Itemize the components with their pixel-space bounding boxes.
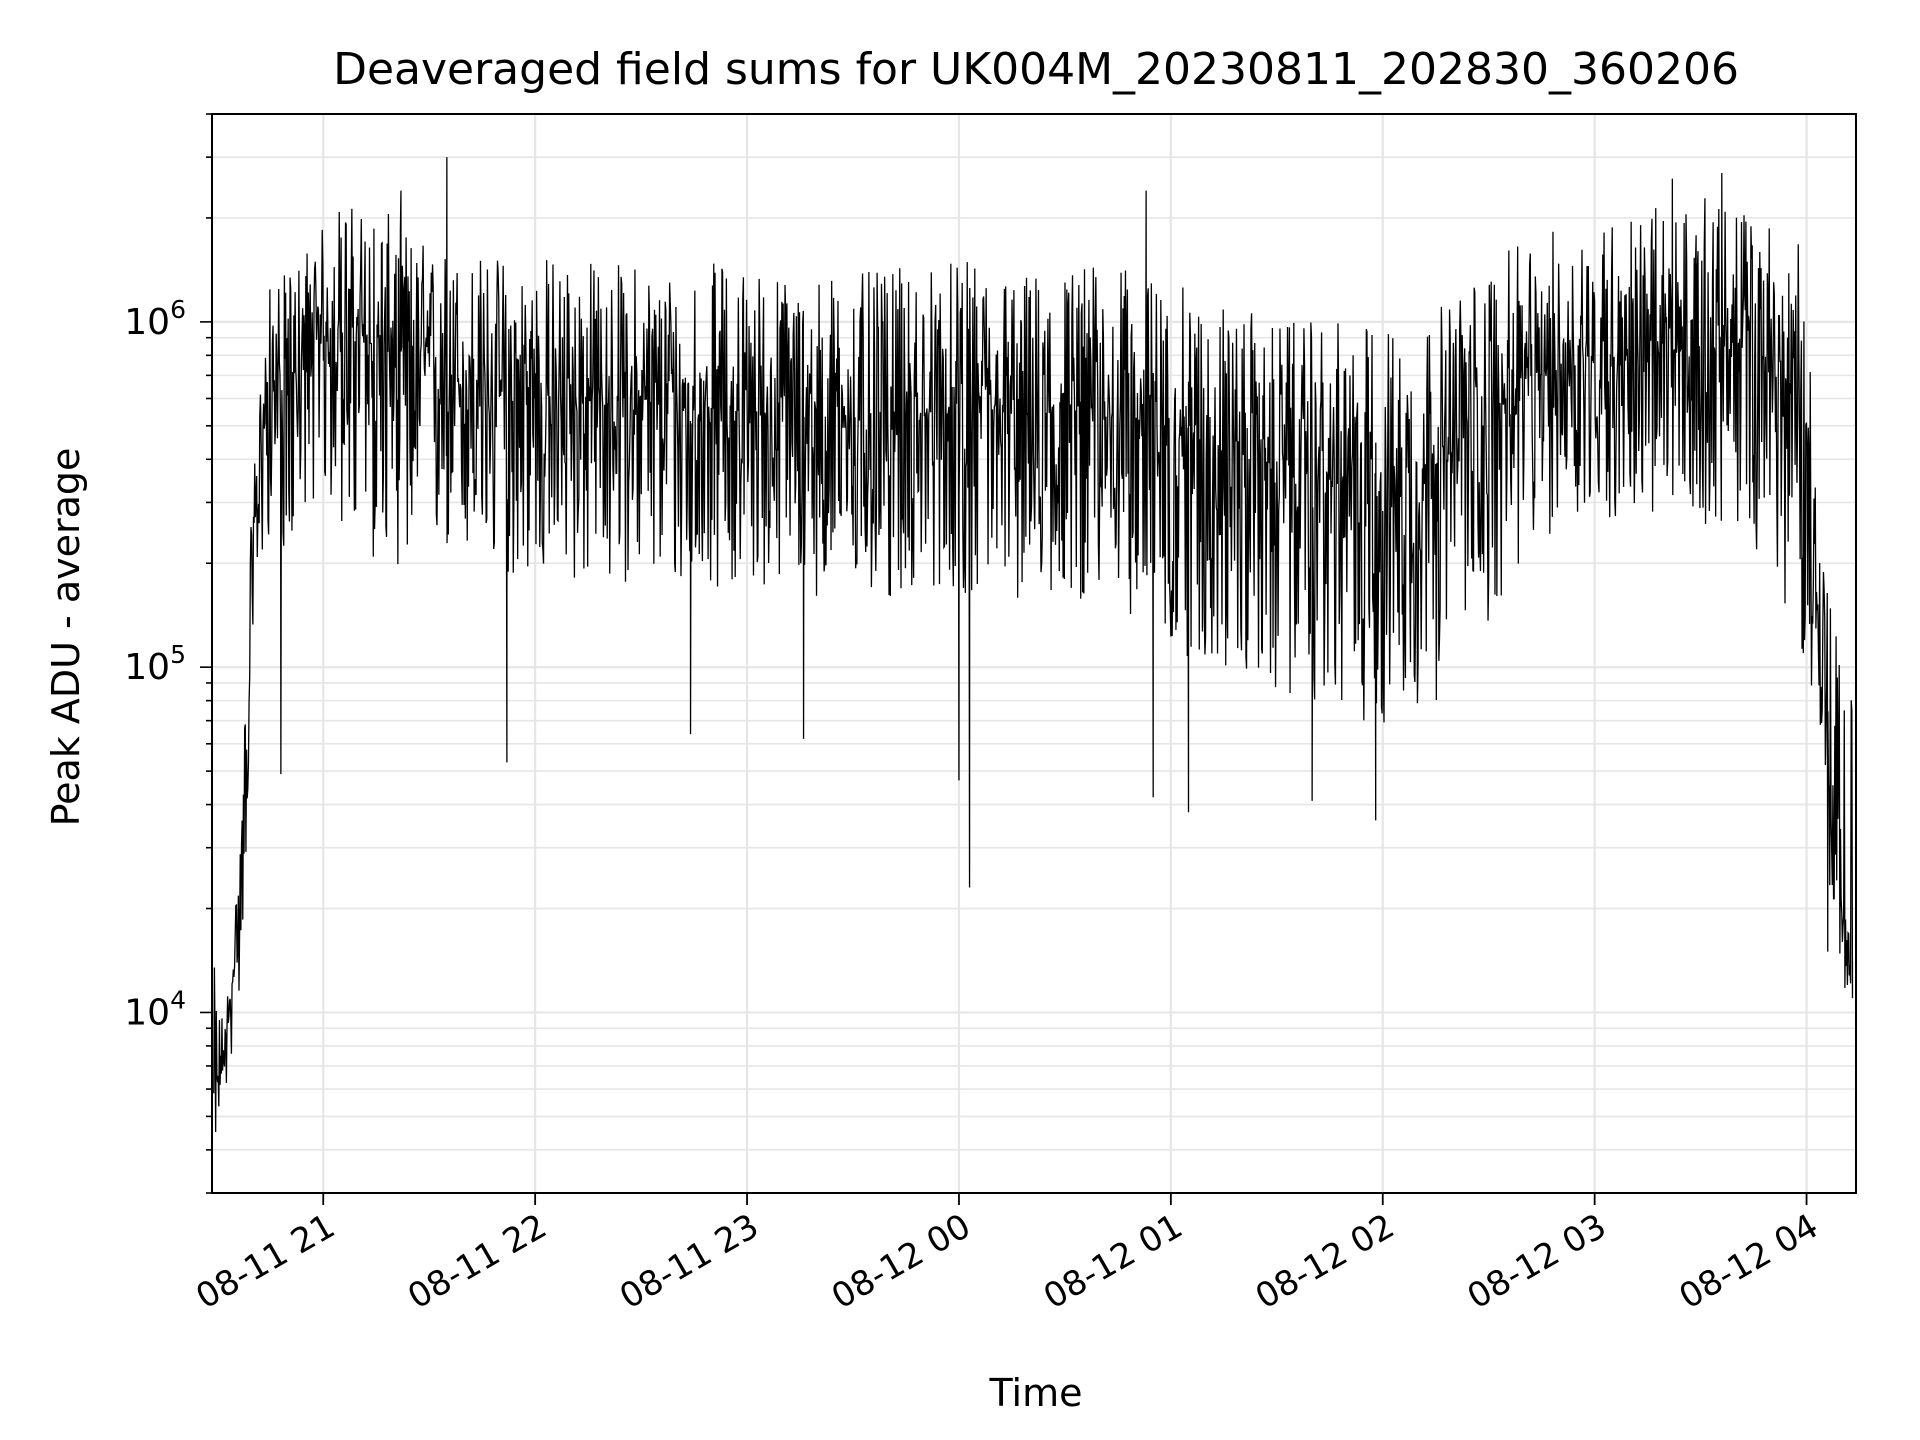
plot-frame xyxy=(211,113,1857,1194)
series-layer xyxy=(213,157,1854,1132)
y-tick-label: 106 xyxy=(124,295,186,343)
x-axis-label: Time xyxy=(989,1371,1083,1415)
y-axis-label: Peak ADU - average xyxy=(44,448,88,827)
axes-layer xyxy=(211,113,1857,1194)
y-tick-label: 105 xyxy=(124,640,186,688)
series-line xyxy=(213,157,1854,1132)
y-tick-label: 104 xyxy=(124,985,186,1033)
chart-title: Deaveraged field sums for UK004M_2023081… xyxy=(333,44,1739,95)
